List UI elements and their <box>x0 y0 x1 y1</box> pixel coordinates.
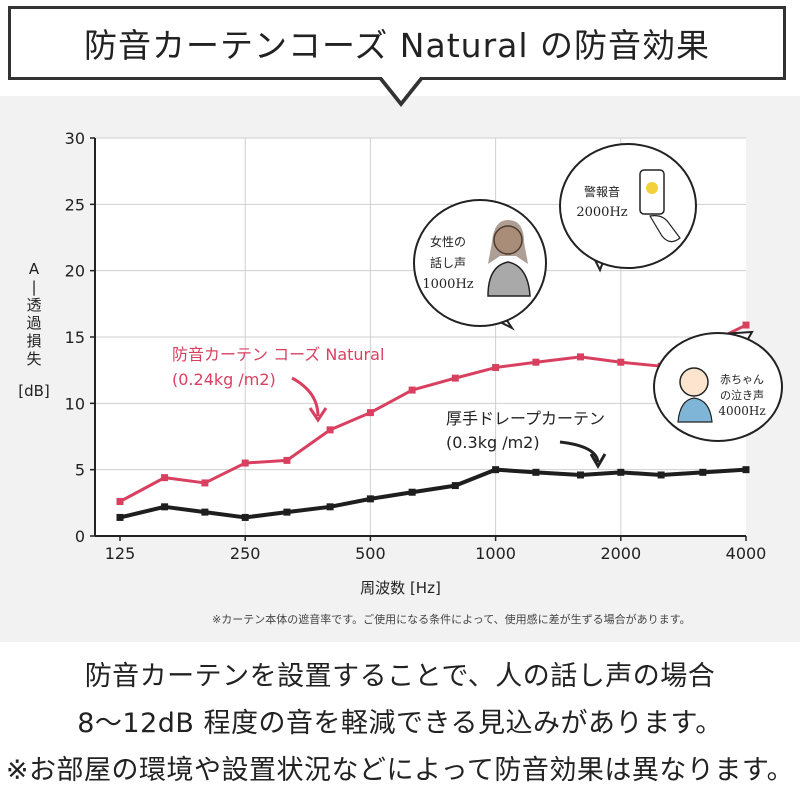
data-point-natural <box>742 321 750 329</box>
annotation-text-baby: の泣き声 <box>720 388 764 402</box>
alert-icon <box>646 182 658 194</box>
data-point-natural <box>451 374 459 382</box>
x-tick-label: 250 <box>230 544 261 563</box>
x-axis-label: 周波数 [Hz] <box>360 579 441 597</box>
data-point-drape <box>408 488 416 496</box>
baby-bubble <box>653 332 783 442</box>
data-point-drape <box>492 466 500 474</box>
y-axis-label-char: 透 <box>26 296 41 314</box>
data-point-drape <box>617 468 625 476</box>
x-tick-label: 4000 <box>726 544 767 563</box>
data-point-drape <box>241 513 249 521</box>
arrow-head-drape <box>589 453 607 469</box>
chart-axes <box>90 137 747 541</box>
data-point-drape <box>201 508 209 516</box>
y-tick-label: 20 <box>65 262 85 281</box>
x-tick-label: 2000 <box>600 544 641 563</box>
page-title: 防音カーテンコーズ Natural の防音効果 <box>8 6 786 80</box>
data-point-natural <box>366 409 374 417</box>
y-axis-label-char: 損 <box>26 332 41 350</box>
annotation-text-baby: 4000Hz <box>718 404 765 418</box>
data-point-natural <box>492 364 500 372</box>
data-point-drape <box>326 503 334 511</box>
data-point-natural <box>408 386 416 394</box>
annotation-text-baby: 赤ちゃん <box>720 373 764 386</box>
data-point-drape <box>116 513 124 521</box>
y-tick-label: 5 <box>75 461 85 480</box>
y-axis-label-char: | <box>31 278 36 296</box>
data-point-natural <box>241 459 249 467</box>
annotation-text-female-voice: 話し声 <box>430 255 466 270</box>
data-point-natural <box>326 426 334 434</box>
data-point-drape <box>366 495 374 503</box>
chart-series <box>116 321 750 521</box>
y-axis-label-char: 失 <box>26 350 41 368</box>
y-tick-label: 0 <box>75 527 85 546</box>
data-point-natural <box>116 498 124 506</box>
line-chart: 0 5 10 15 20 25 30 125 250 500 1000 2000 4000 周波数 [Hz… <box>18 129 783 597</box>
x-tick-label: 125 <box>105 544 136 563</box>
baby-head-icon <box>679 367 709 397</box>
arrow-natural <box>291 376 320 417</box>
y-tick-label: 15 <box>65 328 85 347</box>
annotation-text-female-voice: 1000Hz <box>422 277 473 292</box>
data-point-natural <box>161 474 169 482</box>
y-tick-label: 10 <box>65 394 85 413</box>
y-tick-label: 25 <box>65 195 85 214</box>
hand-icon <box>649 215 681 243</box>
data-point-drape <box>742 466 750 474</box>
data-point-drape <box>532 468 540 476</box>
y-axis-label-char: A <box>29 260 40 278</box>
annotation-text-female-voice: 女性の <box>430 234 466 249</box>
woman-hair-icon <box>488 220 528 264</box>
series-label-natural: 防音カーテン コーズ Natural <box>172 345 384 364</box>
data-point-drape <box>451 482 459 490</box>
data-point-drape <box>283 508 291 516</box>
y-tick-label: 30 <box>65 129 85 148</box>
y-axis-label-char: [dB] <box>18 382 50 400</box>
x-tick-label: 1000 <box>475 544 516 563</box>
series-line-drape <box>119 467 747 520</box>
series-line-natural <box>119 323 747 503</box>
series-sublabel-drape: (0.3kg /m2) <box>446 433 540 452</box>
data-point-natural <box>617 358 625 366</box>
annotation-text-alarm: 2000Hz <box>576 205 627 220</box>
woman-body-icon <box>487 261 531 297</box>
annotation-text-alarm: 警報音 <box>584 184 620 199</box>
data-point-natural <box>201 479 209 487</box>
data-point-drape <box>576 471 584 479</box>
data-point-natural <box>576 353 584 361</box>
arrow-drape <box>559 440 600 463</box>
baby-body-icon <box>677 397 713 423</box>
summary-line-3: ※お部屋の環境や設置状況などによって防音効果は異なります。 <box>5 755 795 786</box>
summary-line-2: 8〜12dB 程度の音を軽減できる見込みがあります。 <box>77 708 723 739</box>
chart-labels: 0 5 10 15 20 25 30 125 250 500 1000 2000 4000 周波数 [Hz… <box>18 129 766 597</box>
data-point-drape <box>657 471 665 479</box>
arrow-head-natural <box>308 407 328 423</box>
series-sublabel-natural: (0.24kg /m2) <box>172 370 276 389</box>
data-point-drape <box>699 468 707 476</box>
footnote: ※カーテン本体の遮音率です。ご使用になる条件によって、使用感に差が生ずる場合があ… <box>212 613 691 626</box>
data-point-drape <box>161 503 169 511</box>
title-pointer-fill <box>381 76 421 101</box>
data-point-natural <box>283 456 291 464</box>
series-label-drape: 厚手ドレープカーテン <box>446 409 605 428</box>
y-axis-label-char: 過 <box>26 314 41 332</box>
data-point-natural <box>532 358 540 366</box>
x-tick-label: 500 <box>355 544 386 563</box>
summary-line-1: 防音カーテンを設置することで、人の話し声の場合 <box>84 661 716 692</box>
